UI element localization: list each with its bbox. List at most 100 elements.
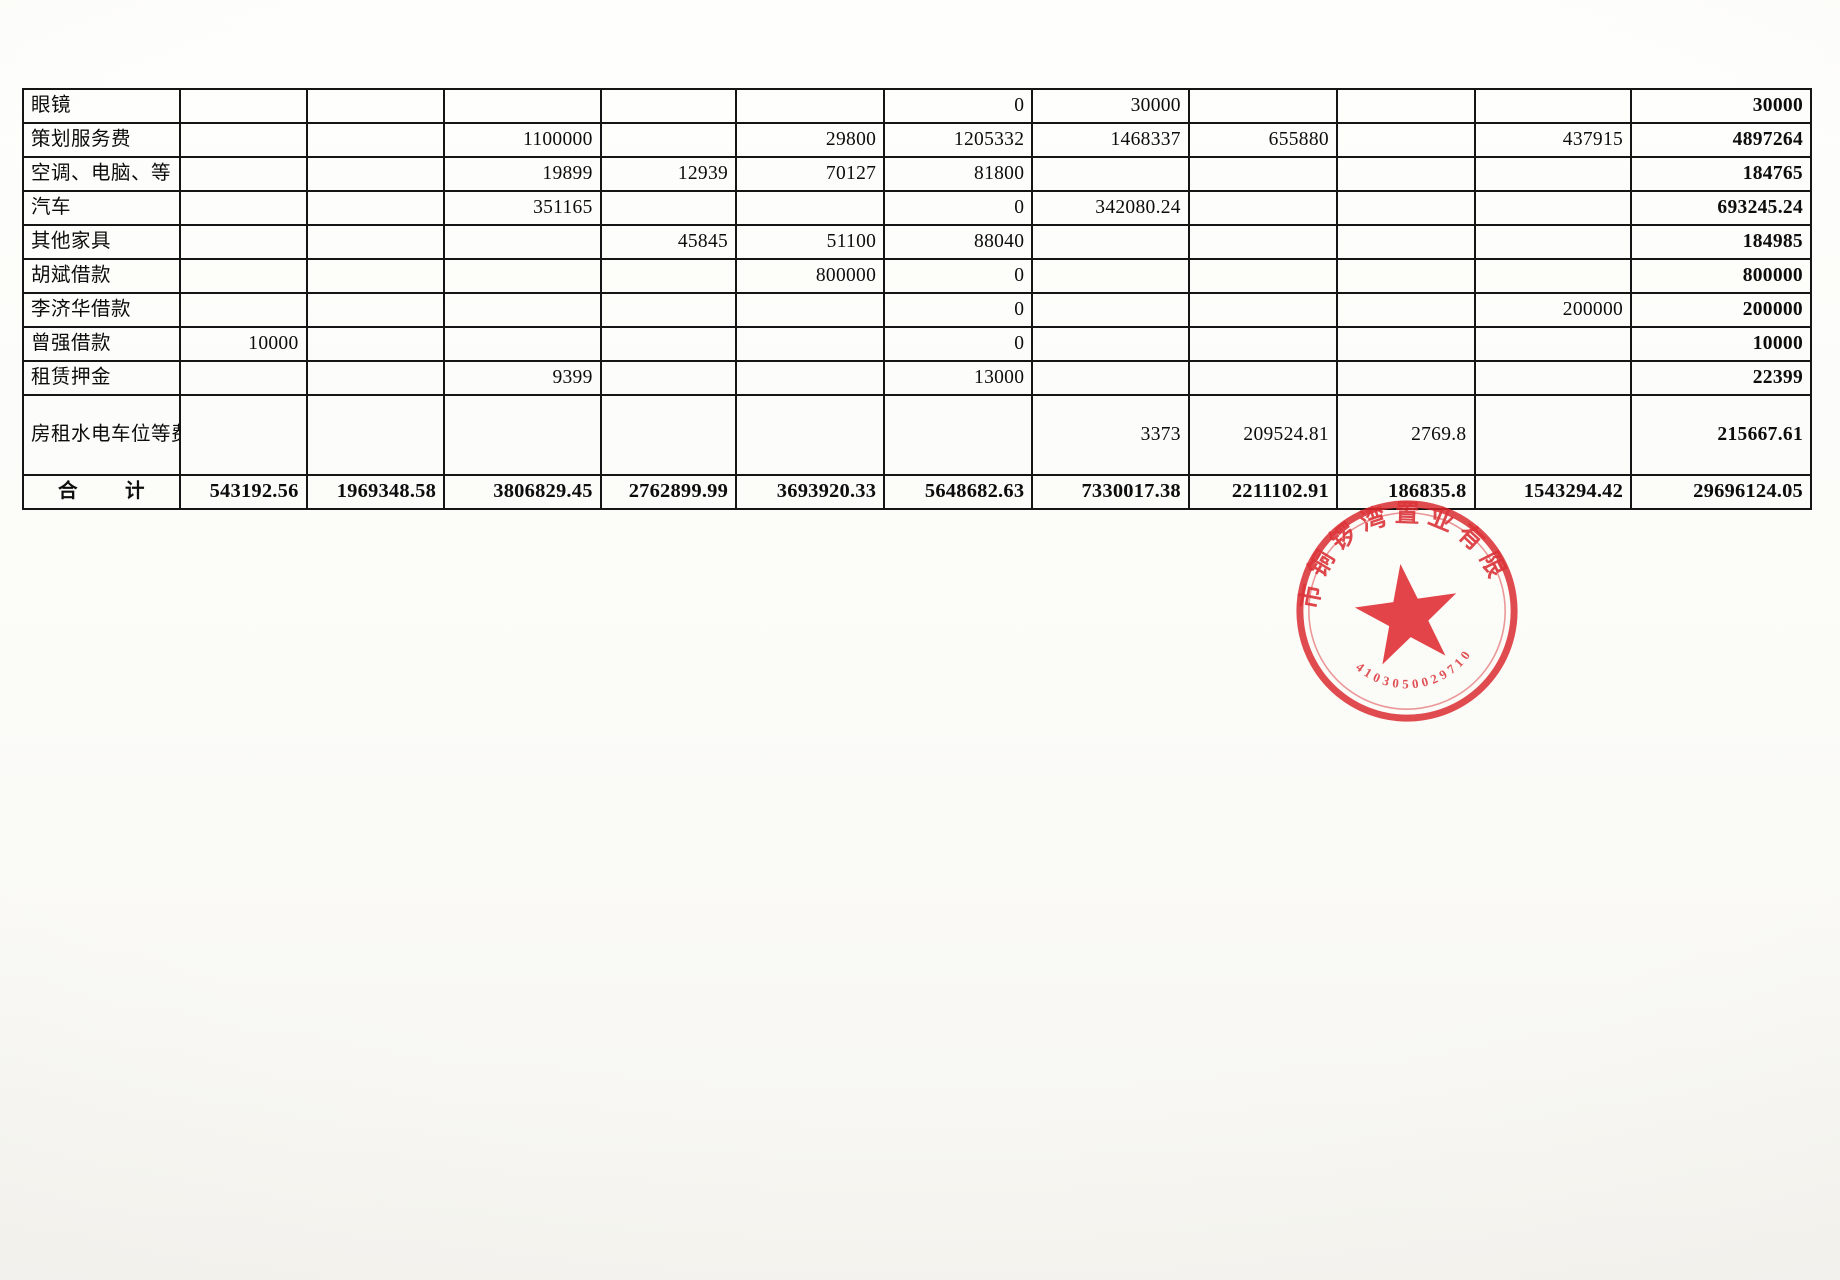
row-cell: 351165 [443, 190, 602, 226]
table-row: 其他家具 45845 51100 88040 184985 [22, 224, 1812, 260]
row-label: 李济华借款 [22, 292, 181, 328]
row-label: 胡斌借款 [22, 258, 181, 294]
svg-text:郑州市铜锣湾置业有限公司: 郑州市铜锣湾置业有限公司 [1288, 492, 1515, 618]
row-cell [1473, 156, 1633, 192]
row-label: 房租水电车位等费用（白条） [22, 394, 181, 476]
table-row: 曾强借款 10000 0 10000 [22, 326, 1812, 362]
row-cell: 13000 [883, 360, 1034, 396]
row-cell [305, 258, 446, 294]
row-cell [1335, 224, 1476, 260]
row-total: 4897264 [1630, 122, 1812, 158]
row-cell [599, 360, 738, 396]
row-cell [599, 292, 738, 328]
row-cell [1335, 190, 1476, 226]
svg-text:4103050029710: 4103050029710 [1352, 644, 1480, 699]
row-cell: 70127 [735, 156, 886, 192]
row-cell: 437915 [1473, 122, 1633, 158]
row-cell [1187, 292, 1338, 328]
row-cell [1335, 156, 1476, 192]
row-cell [1031, 156, 1190, 192]
row-cell: 30000 [1031, 88, 1190, 124]
row-cell [305, 360, 446, 396]
row-cell: 1468337 [1031, 122, 1190, 158]
row-cell [443, 224, 602, 260]
row-cell [443, 394, 602, 476]
row-cell: 0 [883, 88, 1034, 124]
total-cell: 3806829.45 [443, 474, 602, 510]
grand-total: 29696124.05 [1630, 474, 1812, 510]
total-cell: 186835.8 [1335, 474, 1476, 510]
row-cell [1187, 258, 1338, 294]
row-cell [178, 360, 308, 396]
row-cell [1031, 258, 1190, 294]
row-cell: 10000 [178, 326, 308, 362]
row-cell [735, 190, 886, 226]
row-cell: 0 [883, 292, 1034, 328]
total-cell: 1969348.58 [305, 474, 446, 510]
row-cell [1335, 326, 1476, 362]
row-cell: 3373 [1031, 394, 1190, 476]
row-cell: 200000 [1473, 292, 1633, 328]
row-cell [305, 326, 446, 362]
table-row: 空调、电脑、等 19899 12939 70127 81800 184765 [22, 156, 1812, 192]
total-label: 合 计 [22, 474, 181, 510]
row-cell [599, 190, 738, 226]
row-cell [1187, 88, 1338, 124]
row-cell: 342080.24 [1031, 190, 1190, 226]
row-cell: 0 [883, 258, 1034, 294]
row-cell: 1205332 [883, 122, 1034, 158]
row-cell [1473, 326, 1633, 362]
row-cell: 51100 [735, 224, 886, 260]
row-total: 200000 [1630, 292, 1812, 328]
row-cell [1031, 360, 1190, 396]
company-seal-stamp: 郑州市铜锣湾置业有限公司 4103050029710 [1288, 492, 1526, 730]
row-cell [443, 326, 602, 362]
row-cell [1335, 292, 1476, 328]
row-cell [1187, 360, 1338, 396]
row-cell: 209524.81 [1187, 394, 1338, 476]
row-cell [1335, 122, 1476, 158]
table-row: 房租水电车位等费用（白条） 3373 209524.81 2769.8 2156… [22, 394, 1812, 476]
row-cell [1473, 88, 1633, 124]
row-cell [1031, 224, 1190, 260]
row-cell: 0 [883, 190, 1034, 226]
row-cell [305, 156, 446, 192]
row-total: 693245.24 [1630, 190, 1812, 226]
table-row: 眼镜 0 30000 30000 [22, 88, 1812, 124]
row-cell [305, 190, 446, 226]
row-cell [599, 258, 738, 294]
ledger-table: 眼镜 0 30000 30000 策划服务费 1100000 29800 [22, 88, 1812, 510]
row-cell [735, 326, 886, 362]
row-label: 策划服务费 [22, 122, 181, 158]
row-cell [1031, 326, 1190, 362]
row-cell [1473, 224, 1633, 260]
row-cell: 29800 [735, 122, 886, 158]
row-cell [735, 88, 886, 124]
row-cell [178, 394, 308, 476]
total-cell: 3693920.33 [735, 474, 886, 510]
row-total: 215667.61 [1630, 394, 1812, 476]
row-cell [1031, 292, 1190, 328]
row-cell [1187, 224, 1338, 260]
row-cell [178, 292, 308, 328]
row-cell [305, 88, 446, 124]
row-label: 汽车 [22, 190, 181, 226]
row-total: 184765 [1630, 156, 1812, 192]
row-cell [178, 258, 308, 294]
row-cell [1473, 360, 1633, 396]
total-cell: 543192.56 [178, 474, 308, 510]
row-label: 曾强借款 [22, 326, 181, 362]
row-cell [305, 292, 446, 328]
row-total: 184985 [1630, 224, 1812, 260]
row-cell [735, 360, 886, 396]
total-cell: 5648682.63 [883, 474, 1034, 510]
total-cell: 1543294.42 [1473, 474, 1633, 510]
row-cell [599, 122, 738, 158]
row-cell: 0 [883, 326, 1034, 362]
row-cell [735, 292, 886, 328]
table-row: 胡斌借款 800000 0 800000 [22, 258, 1812, 294]
row-cell: 655880 [1187, 122, 1338, 158]
row-cell: 45845 [599, 224, 738, 260]
row-cell [305, 224, 446, 260]
row-cell [178, 122, 308, 158]
